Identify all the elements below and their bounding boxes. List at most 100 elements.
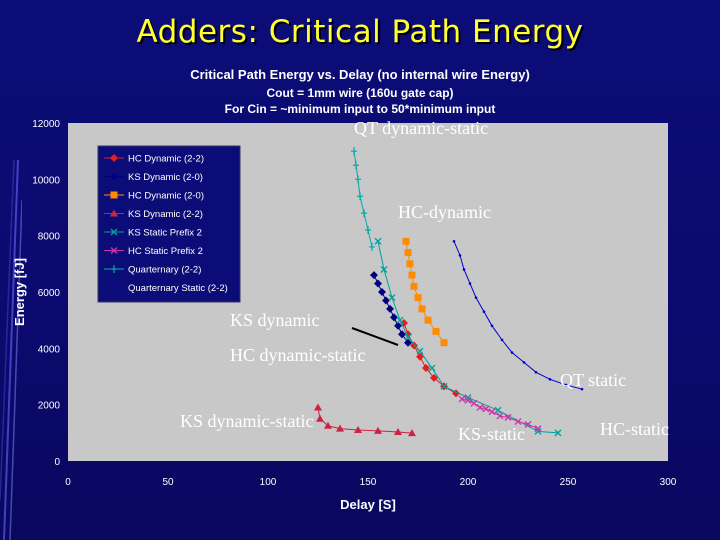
legend-marker bbox=[110, 154, 118, 162]
data-point bbox=[354, 426, 362, 434]
legend-entry: KS Dynamic (2-2) bbox=[128, 209, 203, 220]
data-point bbox=[474, 296, 478, 299]
data-point bbox=[386, 304, 394, 313]
data-point bbox=[316, 414, 324, 422]
annotation-label: HC-static bbox=[600, 419, 669, 439]
data-point bbox=[408, 429, 416, 437]
data-point bbox=[374, 237, 382, 245]
annotation-label: HC dynamic-static bbox=[230, 345, 365, 365]
data-point bbox=[324, 421, 332, 429]
series-3 bbox=[314, 403, 416, 437]
data-point bbox=[496, 412, 504, 420]
data-point bbox=[476, 403, 484, 411]
series-line bbox=[405, 241, 445, 343]
data-point bbox=[440, 339, 448, 347]
data-point bbox=[428, 364, 436, 372]
slide-title: Adders: Critical Path Energy bbox=[136, 14, 584, 50]
data-point bbox=[378, 288, 386, 296]
legend-entry: HC Dynamic (2-0) bbox=[128, 191, 204, 202]
data-point bbox=[534, 427, 542, 435]
chart-title: Critical Path Energy vs. Delay (no inter… bbox=[190, 67, 530, 82]
y-tick-label: 10000 bbox=[32, 175, 60, 186]
data-point bbox=[408, 271, 416, 279]
series-1 bbox=[370, 271, 412, 347]
data-point bbox=[510, 351, 514, 354]
data-point bbox=[314, 403, 322, 411]
data-point bbox=[418, 305, 426, 313]
chart-subtitle-cin: For Cin = ~minimum input to 50*minimum i… bbox=[224, 102, 496, 116]
y-tick-label: 6000 bbox=[38, 288, 61, 299]
legend-entry: Quarternary (2-2) bbox=[128, 265, 201, 276]
annotation-label: KS dynamic-static bbox=[180, 411, 313, 431]
data-point bbox=[404, 338, 412, 347]
data-point bbox=[361, 209, 367, 218]
data-point bbox=[580, 387, 584, 391]
data-point bbox=[514, 418, 522, 426]
data-point bbox=[370, 271, 378, 280]
data-point bbox=[470, 399, 478, 407]
y-tick-label: 12000 bbox=[32, 119, 60, 130]
data-point bbox=[398, 330, 406, 339]
data-point bbox=[406, 260, 414, 268]
data-point bbox=[414, 294, 422, 302]
annotation-label: HC-dynamic bbox=[398, 202, 491, 222]
data-point bbox=[440, 382, 448, 390]
annotation-label: QT static bbox=[560, 370, 626, 390]
x-tick-label: 0 bbox=[65, 477, 71, 488]
x-axis-label: Delay [S] bbox=[340, 497, 396, 512]
series-7 bbox=[452, 240, 584, 391]
data-point bbox=[404, 333, 412, 341]
x-tick-label: 250 bbox=[560, 477, 577, 488]
y-tick-label: 2000 bbox=[38, 401, 61, 412]
chart-subtitle-cout: Cout = 1mm wire (160u gate cap) bbox=[266, 86, 454, 100]
legend-entry: HC Static Prefix 2 bbox=[128, 246, 203, 257]
data-point bbox=[382, 296, 390, 305]
data-point bbox=[490, 324, 494, 328]
annotation-label: KS dynamic bbox=[230, 310, 320, 330]
decorative-stripes bbox=[0, 160, 22, 540]
data-point bbox=[500, 338, 504, 342]
data-point bbox=[452, 240, 456, 243]
data-point bbox=[494, 406, 502, 414]
x-tick-label: 100 bbox=[260, 477, 277, 488]
annotation-pointer bbox=[351, 327, 399, 346]
legend-marker bbox=[112, 286, 116, 289]
data-point bbox=[458, 395, 466, 403]
data-point bbox=[488, 408, 496, 416]
data-point bbox=[374, 279, 382, 288]
series-line bbox=[377, 241, 559, 434]
legend: HC Dynamic (2-2) KS Dynamic (2-0) HC Dynam… bbox=[97, 145, 241, 303]
data-point bbox=[388, 294, 396, 302]
data-point bbox=[374, 426, 382, 434]
data-point bbox=[390, 313, 398, 322]
data-point bbox=[357, 192, 363, 201]
data-point bbox=[404, 249, 412, 257]
legend-entry: HC Dynamic (2-2) bbox=[128, 154, 204, 165]
data-point bbox=[410, 341, 418, 350]
data-point bbox=[534, 370, 538, 374]
data-point bbox=[462, 268, 466, 271]
legend-marker bbox=[110, 191, 118, 199]
series-2 bbox=[402, 237, 448, 347]
data-point bbox=[365, 226, 371, 235]
data-point bbox=[548, 378, 552, 381]
x-tick-label: 200 bbox=[460, 477, 477, 488]
data-point bbox=[402, 237, 410, 245]
legend-entry: KS Static Prefix 2 bbox=[128, 228, 202, 239]
data-point bbox=[524, 420, 532, 428]
y-tick-label: 4000 bbox=[38, 344, 61, 355]
x-tick-label: 300 bbox=[660, 477, 677, 488]
series-5 bbox=[458, 395, 542, 433]
legend-marker bbox=[110, 209, 118, 217]
data-point bbox=[430, 373, 438, 382]
data-point bbox=[396, 316, 404, 324]
data-point bbox=[468, 282, 472, 285]
annotation-label: QT dynamic-static bbox=[354, 118, 488, 138]
data-point bbox=[336, 424, 344, 432]
legend-entry: KS Dynamic (2-0) bbox=[128, 172, 203, 183]
annotation-label: KS-static bbox=[458, 424, 525, 444]
data-point bbox=[369, 242, 375, 251]
y-tick-label: 8000 bbox=[38, 232, 61, 243]
x-tick-label: 50 bbox=[162, 477, 174, 488]
